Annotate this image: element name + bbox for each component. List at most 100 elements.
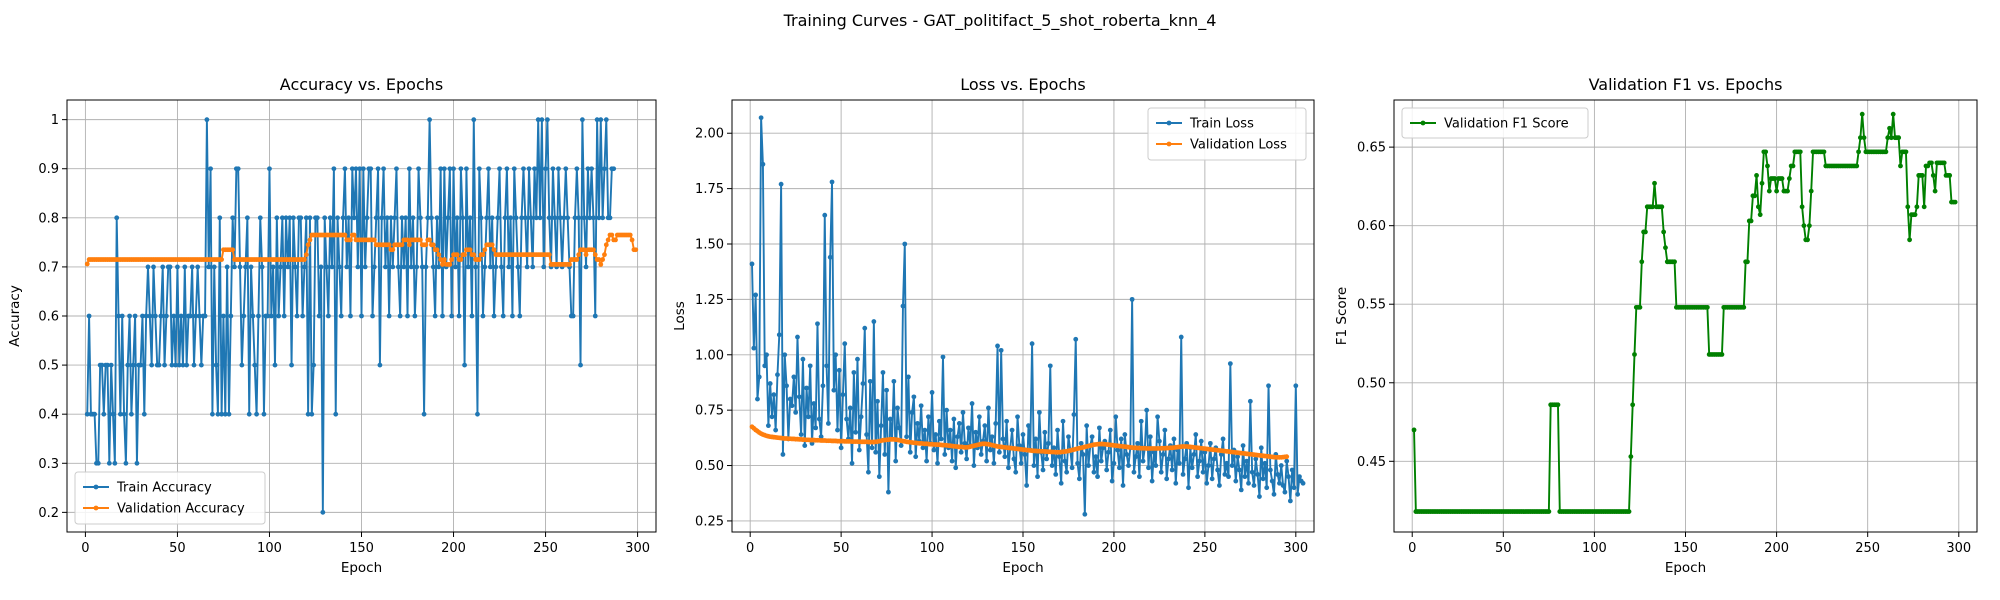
data-point [775, 372, 780, 378]
data-point [829, 179, 835, 185]
data-point [533, 215, 539, 221]
data-point [1260, 476, 1266, 482]
data-point [1952, 199, 1958, 205]
data-point [535, 117, 541, 123]
data-point [1741, 304, 1747, 310]
data-point [1806, 223, 1812, 229]
data-point [858, 414, 864, 420]
legend-box [1147, 107, 1307, 161]
y-tick-label: 0.45 [1357, 455, 1386, 470]
data-point [476, 257, 482, 262]
series-line [1413, 113, 1956, 513]
data-point [1672, 259, 1677, 265]
data-point [106, 460, 112, 466]
data-point [156, 362, 162, 368]
data-point [491, 247, 497, 253]
data-point [270, 264, 276, 270]
data-point [982, 423, 988, 429]
data-point [853, 429, 859, 435]
data-point [762, 363, 768, 369]
data-point [491, 313, 497, 319]
data-point [1075, 460, 1080, 466]
data-point [305, 242, 311, 248]
legend: Train Accuracy Validation Accuracy [74, 471, 266, 525]
data-point [825, 421, 831, 426]
data-point [441, 166, 447, 172]
data-point [449, 257, 455, 262]
y-tick-label: 0.7 [38, 260, 59, 275]
data-point [764, 352, 769, 358]
data-point [1040, 467, 1046, 473]
data-point [1026, 423, 1031, 429]
data-point [151, 264, 156, 270]
legend-entry: Train Accuracy [116, 481, 212, 496]
data-point [561, 215, 567, 221]
data-point [1233, 478, 1239, 484]
data-point [532, 166, 537, 172]
data-point [458, 257, 464, 262]
data-point [1186, 485, 1191, 491]
data-point [265, 313, 271, 319]
y-axis-label: Accuracy [7, 285, 23, 347]
legend-entry: Validation Loss [1190, 138, 1287, 153]
data-point [130, 362, 136, 368]
data-point [1220, 436, 1226, 442]
data-point [840, 392, 846, 398]
grid [1394, 100, 1977, 532]
data-point [1861, 135, 1867, 141]
data-point [1189, 465, 1195, 471]
data-point [1071, 412, 1077, 417]
data-point [333, 411, 339, 417]
data-point [371, 237, 377, 243]
data-point [298, 215, 304, 221]
x-tick-label: 200 [441, 541, 466, 556]
data-point [184, 362, 190, 368]
data-point [855, 356, 860, 362]
data-point [272, 362, 278, 368]
data-point [348, 237, 353, 243]
data-point [1643, 229, 1648, 235]
data-point [307, 237, 313, 243]
data-point [1069, 465, 1075, 471]
series-1 [749, 115, 1306, 517]
data-point [944, 407, 950, 413]
data-point [1160, 452, 1166, 457]
data-point [340, 215, 346, 221]
data-point [1177, 460, 1182, 466]
data-point [969, 401, 975, 406]
x-tick-label: 150 [349, 541, 374, 556]
data-point [222, 411, 228, 417]
data-point [1051, 445, 1057, 451]
data-point [1888, 135, 1894, 141]
data-point [329, 264, 335, 270]
data-point [447, 262, 453, 267]
data-point [589, 166, 594, 172]
series-2 [749, 424, 1290, 460]
data-point [591, 215, 596, 221]
series-2 [84, 232, 639, 267]
data-point [804, 385, 809, 391]
data-point [581, 247, 587, 253]
data-point [1887, 125, 1892, 131]
data-point [1129, 296, 1135, 302]
data-point [362, 264, 368, 270]
data-point [1224, 460, 1230, 466]
data-point [331, 166, 337, 172]
data-point [926, 414, 931, 420]
data-point [1217, 483, 1222, 488]
data-point [603, 117, 609, 123]
data-point [1271, 491, 1277, 497]
data-point [866, 469, 871, 475]
data-point [556, 166, 561, 172]
data-point [755, 396, 760, 402]
data-point [844, 416, 849, 422]
data-point [896, 425, 902, 431]
subplot-title: Accuracy vs. Epochs [280, 75, 443, 94]
data-point [226, 411, 232, 417]
data-point [609, 232, 615, 238]
data-point [314, 215, 320, 221]
data-point [1104, 467, 1110, 473]
y-tick-label: 0.25 [695, 514, 724, 529]
data-point [371, 264, 377, 270]
data-point [1763, 149, 1769, 155]
